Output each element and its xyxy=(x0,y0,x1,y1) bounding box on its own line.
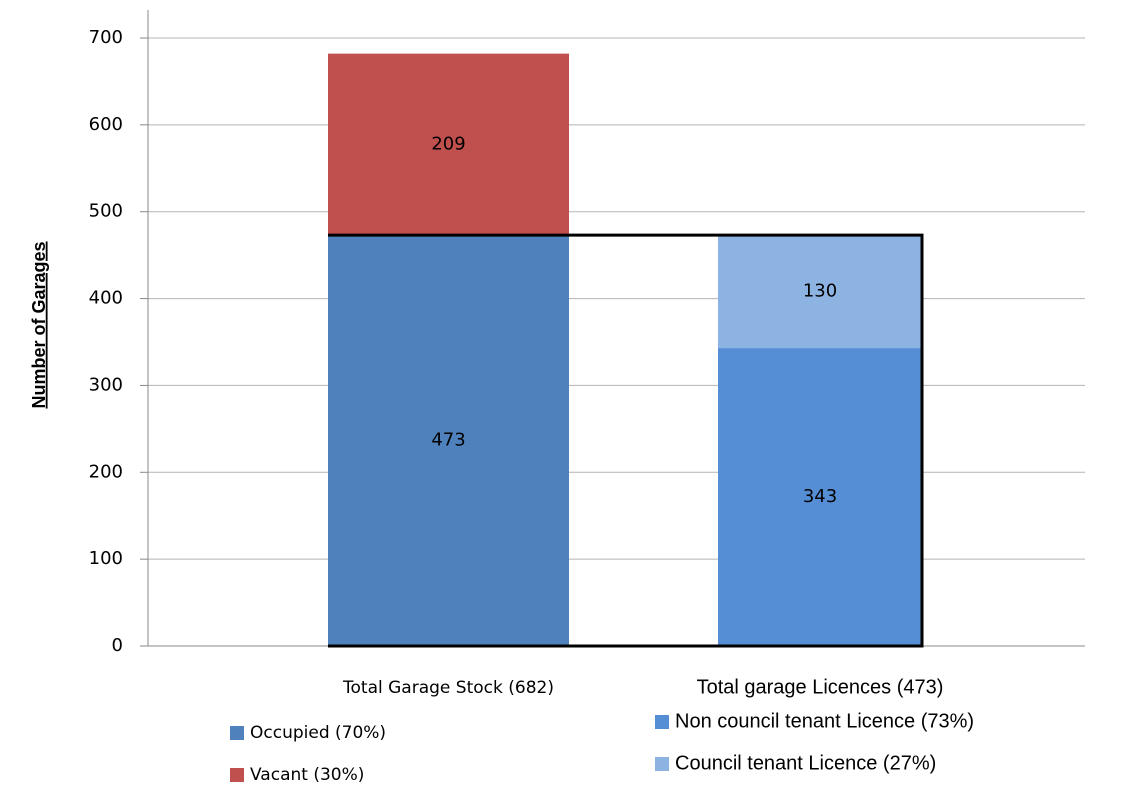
bar-segment xyxy=(718,235,922,349)
y-tick-label: 600 xyxy=(89,114,123,135)
legend-swatch xyxy=(655,757,669,771)
y-tick-label: 300 xyxy=(89,374,123,395)
outline-box xyxy=(328,233,924,648)
data-label: 473 xyxy=(431,430,465,451)
bar-segment xyxy=(328,53,569,236)
y-tick-label: 0 xyxy=(112,635,123,656)
y-axis-label: Number of Garages xyxy=(29,241,49,408)
legend-swatch xyxy=(655,715,669,729)
bar-segment xyxy=(718,348,922,646)
y-tick-label: 400 xyxy=(89,288,123,309)
legend-label: Vacant (30%) xyxy=(250,765,364,785)
legend-label: Non council tenant Licence (73%) xyxy=(675,710,974,732)
legend-swatch xyxy=(230,768,244,782)
x-tick-label: Total garage Licences (473) xyxy=(697,676,944,698)
y-tick-label: 200 xyxy=(89,461,123,482)
x-tick-label: Total Garage Stock (682) xyxy=(342,678,554,698)
y-tick-label: 500 xyxy=(89,201,123,222)
bar-segment xyxy=(328,235,569,646)
legend-label: Council tenant Licence (27%) xyxy=(675,752,936,774)
data-label: 130 xyxy=(803,281,837,302)
legend-label: Occupied (70%) xyxy=(250,723,386,743)
legend-swatch xyxy=(230,726,244,740)
y-tick-label: 700 xyxy=(89,27,123,48)
data-label: 343 xyxy=(803,486,837,507)
y-tick-label: 100 xyxy=(89,548,123,569)
data-label: 209 xyxy=(431,133,465,154)
